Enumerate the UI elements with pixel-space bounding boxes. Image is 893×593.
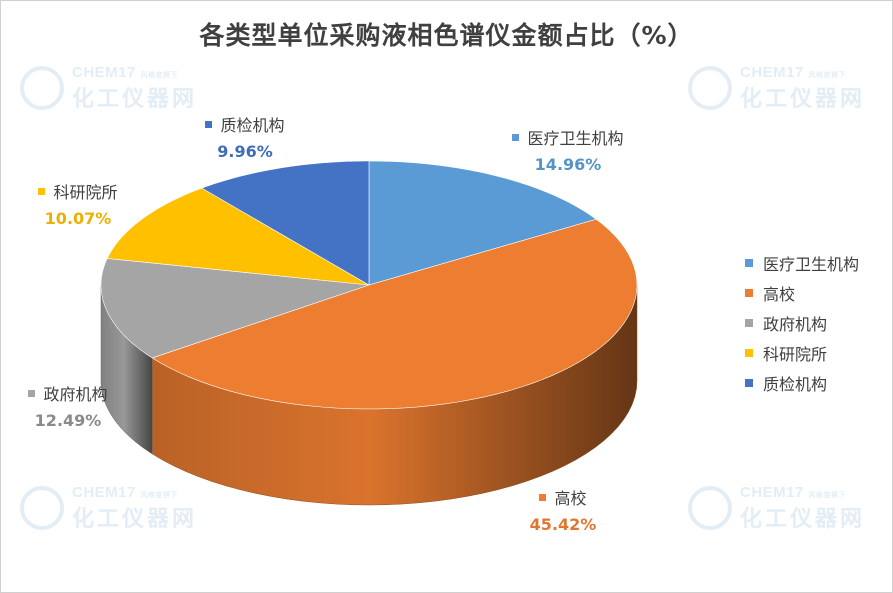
data-label-marker: [28, 390, 36, 397]
data-label-高校: 高校 45.42%: [493, 486, 633, 538]
legend-item-医疗卫生机构: 医疗卫生机构: [745, 248, 859, 278]
data-label-value: 9.96%: [217, 142, 273, 161]
data-label-marker: [512, 134, 520, 141]
data-label-marker: [205, 121, 213, 128]
legend-item-科研院所: 科研院所: [745, 338, 859, 368]
data-label-value: 12.49%: [34, 411, 102, 430]
data-label-marker: [539, 494, 547, 501]
legend-label: 科研院所: [763, 345, 828, 364]
data-label-category: 医疗卫生机构: [527, 129, 624, 148]
legend-swatch: [745, 259, 753, 267]
data-label-category: 质检机构: [220, 116, 285, 135]
data-label-科研院所: 科研院所 10.07%: [8, 180, 148, 232]
legend-label: 医疗卫生机构: [763, 255, 860, 274]
legend-item-政府机构: 政府机构: [745, 308, 859, 338]
watermark-top-left: CHEM17 风格变换下 化工仪器网: [20, 64, 197, 113]
pie-slice-质检机构: [201, 160, 370, 286]
watermark-logo-icon: [688, 66, 732, 110]
legend-label: 质检机构: [763, 375, 828, 394]
watermark-top-right: CHEM17 风格变换下 化工仪器网: [688, 64, 865, 113]
data-label-value: 14.96%: [534, 155, 602, 174]
chart-legend: 医疗卫生机构 高校政府机构科研院所质检机构: [745, 248, 859, 398]
data-label-value: 10.07%: [44, 209, 112, 228]
legend-swatch: [745, 289, 753, 297]
watermark-logo-icon: [20, 66, 64, 110]
legend-swatch: [745, 319, 753, 327]
data-label-医疗卫生机构: 医疗卫生机构 14.96%: [483, 126, 653, 178]
watermark-logo-icon: [20, 486, 64, 530]
data-label-marker: [38, 188, 46, 195]
watermark-bottom-left: CHEM17 风格变换下 化工仪器网: [20, 484, 197, 533]
legend-label: 政府机构: [763, 315, 828, 334]
pie-slice-政府机构: [100, 258, 370, 359]
data-label-category: 科研院所: [53, 183, 118, 202]
pie-slice-高校: [151, 218, 638, 410]
pie-slice-医疗卫生机构: [368, 160, 597, 286]
chart-title: 各类型单位采购液相色谱仪金额占比（%）: [199, 21, 694, 50]
data-label-政府机构: 政府机构 12.49%: [0, 382, 138, 434]
legend-swatch: [745, 349, 753, 357]
data-label-质检机构: 质检机构 9.96%: [170, 113, 320, 165]
data-label-value: 45.42%: [529, 515, 597, 534]
watermark-bottom-right: CHEM17 风格变换下 化工仪器网: [688, 484, 865, 533]
data-label-category: 高校: [554, 489, 587, 508]
data-label-category: 政府机构: [43, 385, 108, 404]
legend-swatch: [745, 379, 753, 387]
legend-item-高校: 高校: [745, 278, 859, 308]
pie-slice-科研院所: [106, 187, 370, 286]
legend-item-质检机构: 质检机构: [745, 368, 859, 398]
watermark-logo-icon: [688, 486, 732, 530]
legend-label: 高校: [763, 285, 796, 304]
